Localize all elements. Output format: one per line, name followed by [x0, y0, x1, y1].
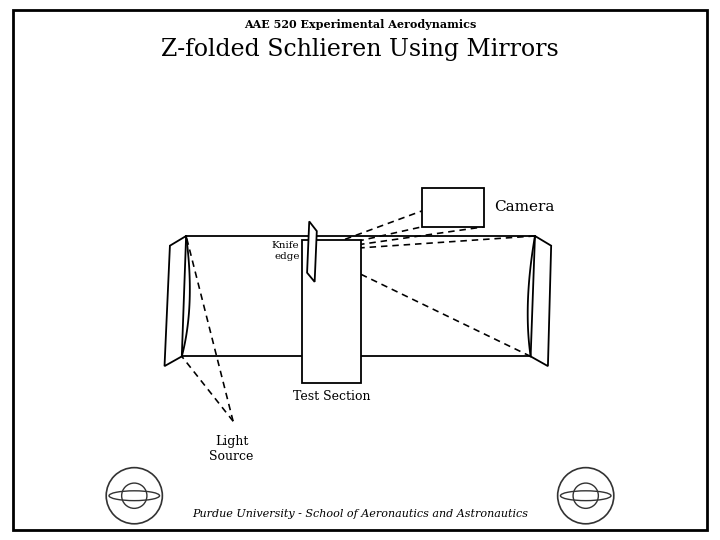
Polygon shape	[165, 236, 186, 366]
Bar	[422, 188, 485, 227]
Polygon shape	[531, 236, 552, 366]
Text: AAE 520 Experimental Aerodynamics: AAE 520 Experimental Aerodynamics	[244, 19, 476, 30]
Bar	[302, 240, 361, 383]
Text: Z-folded Schlieren Using Mirrors: Z-folded Schlieren Using Mirrors	[161, 38, 559, 61]
Polygon shape	[307, 221, 317, 282]
Text: Camera: Camera	[494, 200, 554, 214]
Text: Purdue University - School of Aeronautics and Astronautics: Purdue University - School of Aeronautic…	[192, 509, 528, 519]
Text: Light
Source: Light Source	[210, 435, 253, 463]
Text: Test Section: Test Section	[292, 390, 370, 403]
Text: Knife
edge: Knife edge	[272, 241, 300, 261]
